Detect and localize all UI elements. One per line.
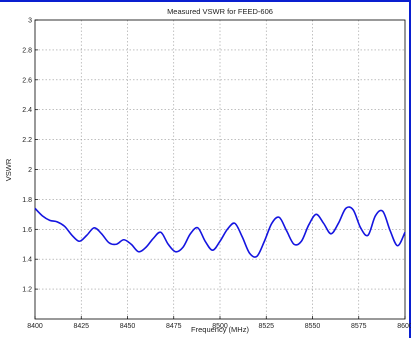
y-tick-label: 1.2 <box>22 287 32 294</box>
x-tick-label: 8525 <box>258 323 274 330</box>
y-tick-label: 2.6 <box>22 77 32 84</box>
y-tick-label: 1.6 <box>22 227 32 234</box>
window-top-border <box>0 0 411 2</box>
window-right-border <box>409 0 411 338</box>
x-axis-title: Frequency (MHz) <box>191 325 249 334</box>
x-tick-label: 8500 <box>212 323 228 330</box>
x-tick-label: 8475 <box>166 323 182 330</box>
axis-ticks: 8400 8425 8450 8475 8500 8525 8550 8575 8600 1.2 1… <box>22 18 411 331</box>
x-tick-label: 8600 <box>397 323 411 330</box>
y-axis-title: VSWR <box>4 158 13 181</box>
vswr-series-line <box>34 206 406 258</box>
y-tick-label: 2 <box>28 167 32 174</box>
x-tick-label: 8450 <box>120 323 136 330</box>
x-tick-label: 8575 <box>351 323 367 330</box>
x-tick-label: 8425 <box>73 323 89 330</box>
y-tick-label: 3 <box>28 18 32 25</box>
series-layer <box>34 206 406 258</box>
y-tick-label: 2.4 <box>22 107 32 114</box>
y-tick-label: 2.8 <box>22 47 32 54</box>
y-tick-label: 2.2 <box>22 137 32 144</box>
plot-frame <box>34 19 406 320</box>
y-tick-label: 1.8 <box>22 197 32 204</box>
x-tick-label: 8550 <box>305 323 321 330</box>
grid-lines <box>35 20 405 319</box>
y-tick-label: 1.4 <box>22 257 32 264</box>
chart-title: Measured VSWR for FEED-606 <box>167 7 273 16</box>
x-tick-label: 8400 <box>27 323 43 330</box>
